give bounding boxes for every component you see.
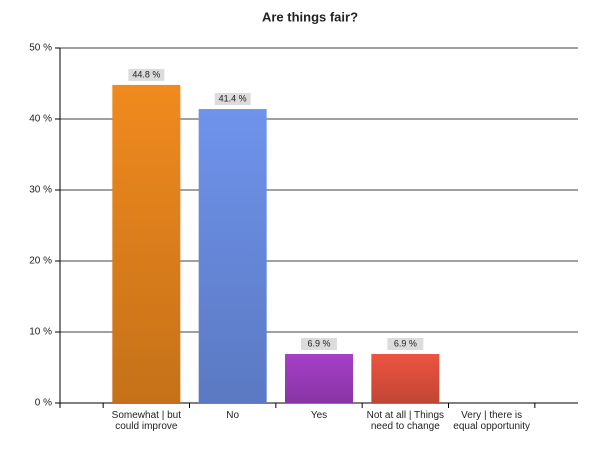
y-tick-label: 0 % [35,398,52,409]
x-tick-label: Yes [311,410,327,421]
x-tick-label: Somewhat | but could improve [112,410,182,432]
y-tick-label: 30 % [29,185,52,196]
bar [198,109,267,403]
x-tick-label: Very | there is equal opportunity [453,410,530,432]
y-tick-label: 50 % [29,43,52,54]
x-tick-label: Not at all | Things need to change [367,410,444,432]
value-label: 44.8 % [132,69,160,79]
value-label-box [128,68,165,81]
value-label-box [387,338,424,351]
value-label: 41.4 % [219,93,247,103]
value-label-box [301,338,337,351]
bar [112,84,181,404]
value-label-box [214,93,251,106]
y-tick-label: 10 % [29,327,52,338]
x-tick-label: No [226,410,239,421]
y-tick-label: 40 % [29,114,52,125]
bar [285,354,353,403]
value-label: 6.9 % [394,338,417,348]
bar [371,354,440,403]
value-label: 6.9 % [307,338,330,348]
y-tick-label: 20 % [29,256,52,267]
chart-title: Are things fair? [262,9,358,24]
